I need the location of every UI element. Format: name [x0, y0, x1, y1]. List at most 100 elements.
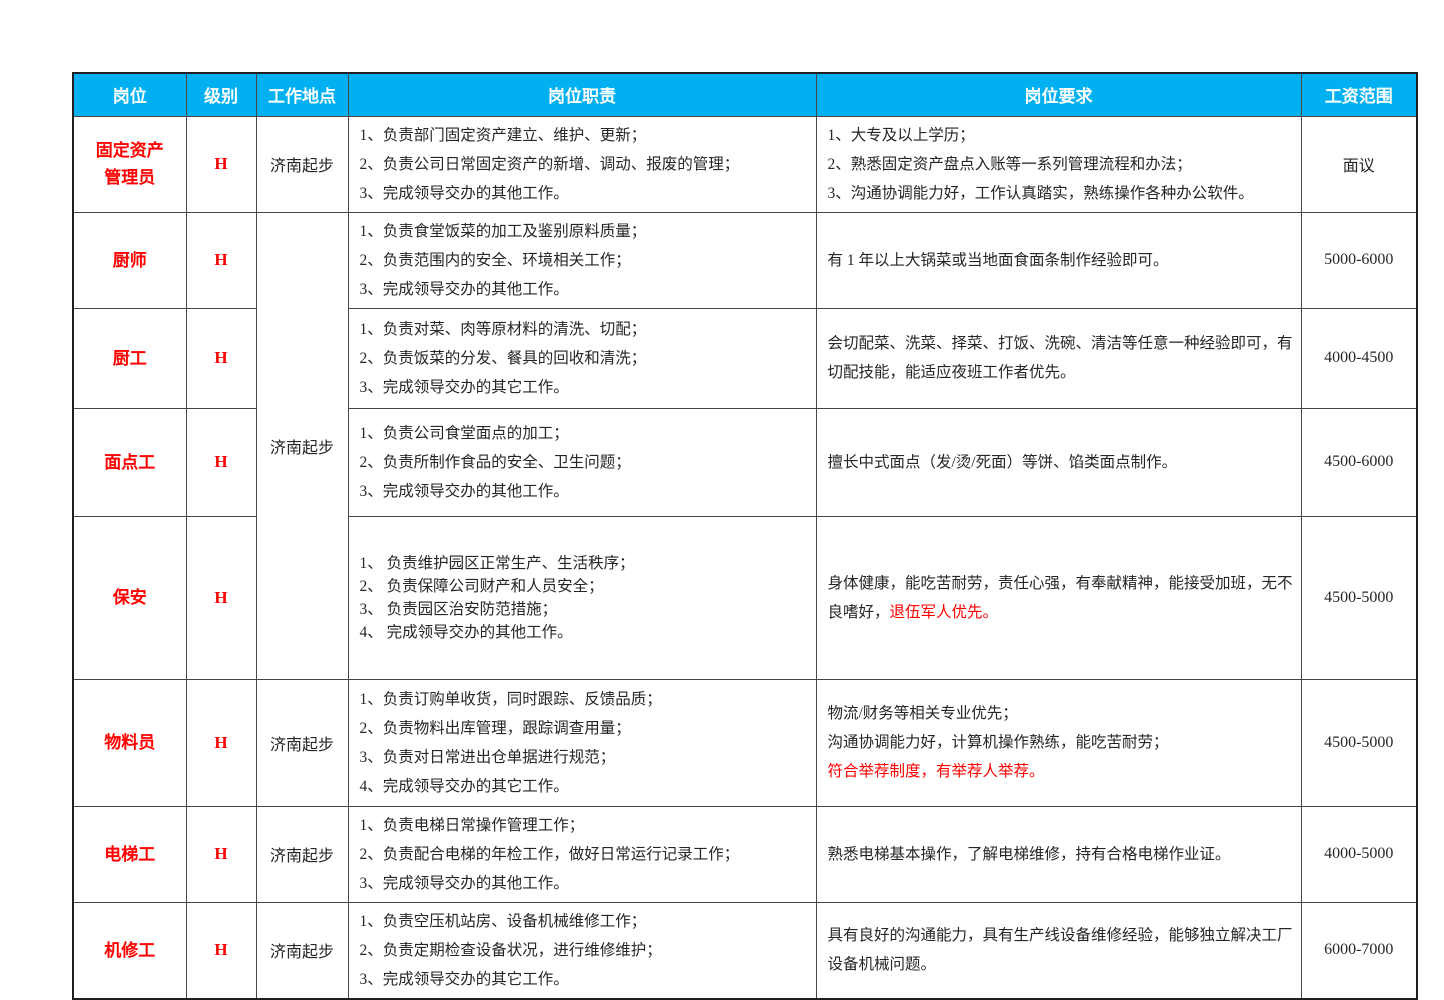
duties-cell: 1、负责食堂饭菜的加工及鉴别原料质量； 2、负责范围内的安全、环境相关工作； 3、完… — [347, 211, 817, 309]
salary-cell: 4500-6000 — [1300, 407, 1418, 517]
salary-cell: 5000-6000 — [1300, 211, 1418, 309]
level-cell: H — [185, 805, 257, 903]
requirement-text: 具有良好的沟通能力，具有生产线设备维修经验，能够独立解决工厂设备机械问题。 — [827, 927, 1293, 973]
location-cell: 济南起步 — [255, 211, 349, 680]
level-cell: H — [185, 211, 257, 309]
duty-line: 2、 负责保障公司财产和人员安全； — [359, 577, 604, 595]
job-postings-table: 岗位 级别 工作地点 岗位职责 岗位要求 工资范围 固定资产 管理员 H 济南起步 1、… — [72, 72, 1418, 1000]
position-name: 机修工 — [104, 940, 156, 960]
duty-line: 3、完成领导交办的其它工作。 — [359, 970, 569, 988]
position-name: 厨工 — [112, 348, 147, 368]
requirement-line: 沟通协调能力好，计算机操作熟练，能吃苦耐劳； — [828, 728, 1293, 757]
location-cell: 济南起步 — [255, 115, 349, 213]
requirement-text: 2、熟悉固定资产盘点入账等一系列管理流程和办法； — [827, 155, 1192, 173]
requirements-cell: 擅长中式面点（发/烫/死面）等饼、馅类面点制作。 — [815, 407, 1302, 517]
position-cell: 固定资产 管理员 — [72, 115, 187, 213]
duty-line: 1、负责部门固定资产建立、维护、更新； — [359, 126, 647, 144]
table-row: 保安 H 1、 负责维护园区正常生产、生活秩序； 2、 负责保障公司财产和人员安全； 3… — [72, 515, 1418, 680]
requirement-line: 具有良好的沟通能力，具有生产线设备维修经验，能够独立解决工厂设备机械问题。 — [828, 921, 1293, 979]
duty-line: 2、负责所制作食品的安全、卫生问题； — [359, 453, 631, 471]
table-row: 厨工 H 1、负责对菜、肉等原材料的清洗、切配； 2、负责饭菜的分发、餐具的回收和清洗… — [72, 307, 1418, 409]
duty-line: 1、负责食堂饭菜的加工及鉴别原料质量； — [359, 222, 647, 240]
duty-line: 3、完成领导交办的其他工作。 — [359, 874, 569, 892]
requirement-line: 身体健康，能吃苦耐劳，责任心强，有奉献精神，能接受加班，无不良嗜好，退伍军人优先… — [828, 569, 1293, 627]
salary-cell: 4000-4500 — [1300, 307, 1418, 409]
position-name: 电梯工 — [104, 844, 156, 864]
salary-cell: 面议 — [1300, 115, 1418, 213]
header-level: 级别 — [185, 72, 257, 117]
requirements-cell: 会切配菜、洗菜、择菜、打饭、洗碗、清洁等任意一种经验即可，有切配技能，能适应夜班… — [815, 307, 1302, 409]
position-name: 物料员 — [104, 733, 156, 752]
position-name: 面点工 — [104, 452, 156, 472]
header-location: 工作地点 — [255, 72, 349, 117]
requirements-cell: 身体健康，能吃苦耐劳，责任心强，有奉献精神，能接受加班，无不良嗜好，退伍军人优先… — [815, 515, 1302, 680]
level-cell: H — [185, 901, 257, 999]
table-row: 物料员 H 济南起步 1、负责订购单收货，同时跟踪、反馈品质； 2、负责物料出库管理，跟… — [72, 678, 1418, 807]
requirements-cell: 熟悉电梯基本操作，了解电梯维修，持有合格电梯作业证。 — [815, 805, 1302, 903]
duty-line: 4、 完成领导交办的其他工作。 — [359, 623, 573, 641]
salary-cell: 4500-5000 — [1300, 515, 1418, 680]
requirement-line: 物流/财务等相关专业优先； — [828, 699, 1293, 728]
requirement-line: 熟悉电梯基本操作，了解电梯维修，持有合格电梯作业证。 — [828, 840, 1293, 869]
duty-line: 2、负责饭菜的分发、餐具的回收和清洗； — [359, 349, 647, 367]
duties-cell: 1、负责部门固定资产建立、维护、更新； 2、负责公司日常固定资产的新增、调动、报废… — [347, 115, 817, 213]
duty-line: 3、完成领导交办的其他工作。 — [359, 184, 569, 202]
table-header-row: 岗位 级别 工作地点 岗位职责 岗位要求 工资范围 — [72, 72, 1418, 117]
location-cell: 济南起步 — [255, 901, 349, 999]
duty-line: 3、负责对日常进出仓单据进行规范； — [359, 748, 616, 766]
duties-cell: 1、 负责维护园区正常生产、生活秩序； 2、 负责保障公司财产和人员安全； 3、 负… — [347, 515, 817, 680]
table-row: 面点工 H 1、负责公司食堂面点的加工； 2、负责所制作食品的安全、卫生问题； 3、完成… — [72, 407, 1418, 517]
requirement-text: 身体健康，能吃苦耐劳，责任心强，有奉献精神，能接受加班，无不良嗜好， — [827, 574, 1293, 621]
requirement-text: 擅长中式面点（发/烫/死面）等饼、馅类面点制作。 — [827, 453, 1178, 471]
salary-cell: 4500-5000 — [1300, 678, 1418, 807]
duty-line: 3、完成领导交办的其它工作。 — [359, 378, 569, 396]
requirement-text: 1、大专及以上学历； — [827, 126, 975, 144]
level-cell: H — [185, 307, 257, 409]
requirement-text: 熟悉电梯基本操作，了解电梯维修，持有合格电梯作业证。 — [827, 845, 1231, 863]
requirement-line: 3、沟通协调能力好，工作认真踏实，熟练操作各种办公软件。 — [828, 179, 1293, 208]
requirement-line: 2、熟悉固定资产盘点入账等一系列管理流程和办法； — [828, 150, 1293, 179]
header-duties: 岗位职责 — [347, 72, 817, 117]
position-cell: 保安 — [72, 515, 187, 680]
duty-line: 2、负责定期检查设备状况，进行维修维护； — [359, 941, 662, 959]
requirement-text: 有 1 年以上大锅菜或当地面食面条制作经验即可。 — [827, 251, 1169, 269]
requirement-line: 擅长中式面点（发/烫/死面）等饼、馅类面点制作。 — [828, 448, 1293, 477]
salary-cell: 4000-5000 — [1300, 805, 1418, 903]
requirement-highlight-text: 退伍军人优先。 — [889, 603, 999, 621]
duty-line: 1、 负责维护园区正常生产、生活秩序； — [359, 554, 635, 572]
duty-line: 2、负责配合电梯的年检工作，做好日常运行记录工作； — [359, 845, 740, 863]
requirements-cell: 1、大专及以上学历； 2、熟悉固定资产盘点入账等一系列管理流程和办法； 3、沟通协调… — [815, 115, 1302, 213]
level-cell: H — [185, 678, 257, 807]
header-position: 岗位 — [72, 72, 187, 117]
position-name: 固定资产 — [95, 141, 164, 160]
requirement-line: 有 1 年以上大锅菜或当地面食面条制作经验即可。 — [828, 246, 1293, 275]
level-cell: H — [185, 115, 257, 213]
duties-cell: 1、负责对菜、肉等原材料的清洗、切配； 2、负责饭菜的分发、餐具的回收和清洗； 3、… — [347, 307, 817, 409]
level-cell: H — [185, 407, 257, 517]
requirement-highlight-text: 符合举荐制度，有举荐人举荐。 — [827, 763, 1045, 780]
position-cell: 机修工 — [72, 901, 187, 999]
requirement-text: 会切配菜、洗菜、择菜、打饭、洗碗、清洁等任意一种经验即可，有切配技能，能适应夜班… — [827, 335, 1293, 381]
level-cell: H — [185, 515, 257, 680]
header-salary: 工资范围 — [1300, 72, 1418, 117]
duty-line: 1、负责订购单收货，同时跟踪、反馈品质； — [359, 690, 662, 708]
position-name: 厨师 — [112, 250, 147, 270]
requirement-text: 沟通协调能力好，计算机操作熟练，能吃苦耐劳； — [827, 734, 1169, 751]
requirements-cell: 物流/财务等相关专业优先； 沟通协调能力好，计算机操作熟练，能吃苦耐劳； 符合举荐制… — [815, 678, 1302, 807]
duty-line: 1、负责电梯日常操作管理工作； — [359, 816, 585, 834]
position-cell: 厨工 — [72, 307, 187, 409]
table-row: 电梯工 H 济南起步 1、负责电梯日常操作管理工作； 2、负责配合电梯的年检工作，做好日… — [72, 805, 1418, 903]
duties-cell: 1、负责电梯日常操作管理工作； 2、负责配合电梯的年检工作，做好日常运行记录工作；… — [347, 805, 817, 903]
duty-line: 3、 负责园区治安防范措施； — [359, 600, 558, 618]
duty-line: 3、完成领导交办的其他工作。 — [359, 482, 569, 500]
requirement-text: 3、沟通协调能力好，工作认真踏实，熟练操作各种办公软件。 — [827, 184, 1254, 202]
header-requirements: 岗位要求 — [815, 72, 1302, 117]
requirements-cell: 具有良好的沟通能力，具有生产线设备维修经验，能够独立解决工厂设备机械问题。 — [815, 901, 1302, 999]
duties-cell: 1、负责空压机站房、设备机械维修工作； 2、负责定期检查设备状况，进行维修维护； 3… — [347, 901, 817, 999]
table-body: 固定资产 管理员 H 济南起步 1、负责部门固定资产建立、维护、更新； 2、负责公司日常固… — [72, 115, 1418, 999]
duty-line: 1、负责对菜、肉等原材料的清洗、切配； — [359, 320, 647, 338]
requirement-line: 会切配菜、洗菜、择菜、打饭、洗碗、清洁等任意一种经验即可，有切配技能，能适应夜班… — [828, 329, 1293, 387]
position-cell: 厨师 — [72, 211, 187, 309]
requirement-line: 符合举荐制度，有举荐人举荐。 — [828, 757, 1293, 786]
requirement-line: 1、大专及以上学历； — [828, 121, 1293, 150]
